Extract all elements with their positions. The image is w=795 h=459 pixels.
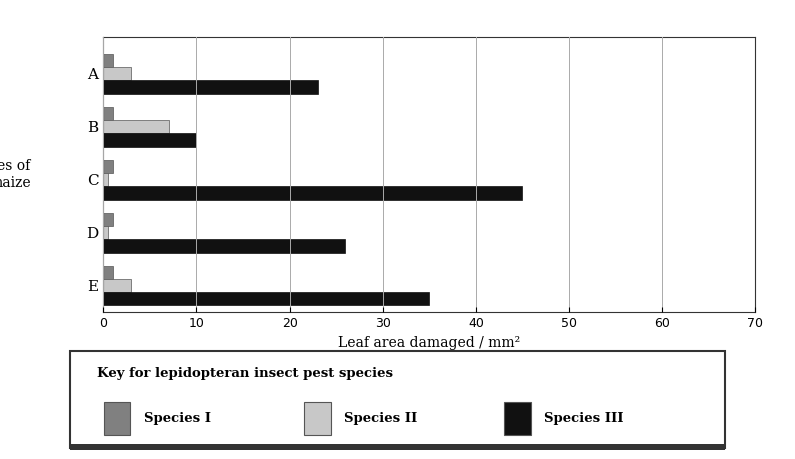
Bar [70,444,725,450]
Bar [304,403,331,435]
Bar [103,213,113,226]
Bar [504,403,531,435]
Bar [103,134,196,146]
Bar [103,186,522,200]
Bar [103,226,108,239]
Bar [103,160,113,173]
Bar [103,173,108,186]
Bar [103,67,131,80]
Text: Species II: Species II [344,412,417,425]
Text: Species III: Species III [545,412,624,425]
Bar [103,266,113,279]
Text: Key for lepidopteran insect pest species: Key for lepidopteran insect pest species [97,367,393,380]
Bar [103,120,169,134]
Bar [103,239,346,252]
Y-axis label: Types of
maize: Types of maize [0,159,31,190]
Bar [103,279,131,292]
X-axis label: Leaf area damaged / mm²: Leaf area damaged / mm² [338,336,521,350]
Text: Species I: Species I [144,412,211,425]
Bar [103,403,130,435]
Bar [103,107,113,120]
Bar [103,292,429,306]
Bar [103,54,113,67]
Bar [103,80,317,94]
